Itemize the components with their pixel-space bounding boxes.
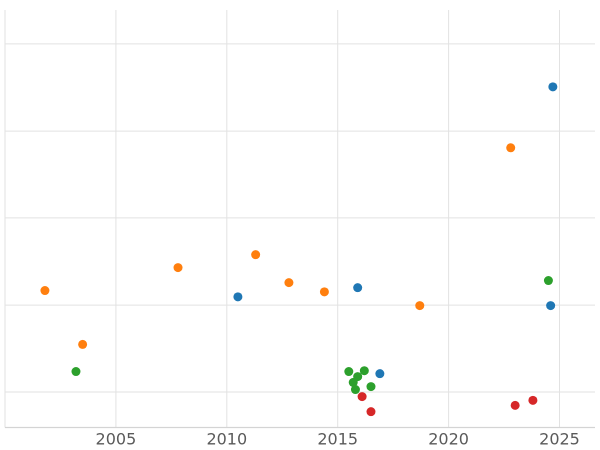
data-point-orange [506, 143, 516, 153]
data-point-green [344, 367, 354, 377]
data-point-green [353, 372, 363, 382]
data-point-orange [415, 301, 425, 311]
data-point-blue [546, 301, 556, 311]
data-point-red [528, 395, 538, 405]
x-tick-label: 2025 [539, 430, 580, 449]
data-point-orange [319, 287, 329, 297]
x-tick-label: 2010 [206, 430, 247, 449]
x-tick-label: 2005 [96, 430, 137, 449]
x-tick-label: 2020 [428, 430, 469, 449]
data-point-orange [173, 263, 183, 273]
data-point-green [543, 276, 553, 286]
data-point-green [71, 367, 81, 377]
data-point-orange [251, 250, 261, 260]
data-point-orange [284, 278, 294, 288]
data-point-blue [233, 292, 243, 302]
data-point-orange [40, 286, 50, 296]
data-point-green [359, 366, 369, 376]
x-tick-label: 2015 [317, 430, 358, 449]
data-point-green [350, 385, 360, 395]
data-point-orange [78, 339, 88, 349]
data-point-green [366, 382, 376, 392]
data-point-red [510, 400, 520, 410]
data-point-red [366, 407, 376, 417]
data-point-blue [353, 283, 363, 293]
data-point-red [357, 392, 367, 402]
data-point-blue [375, 369, 385, 379]
data-point-blue [548, 82, 558, 92]
